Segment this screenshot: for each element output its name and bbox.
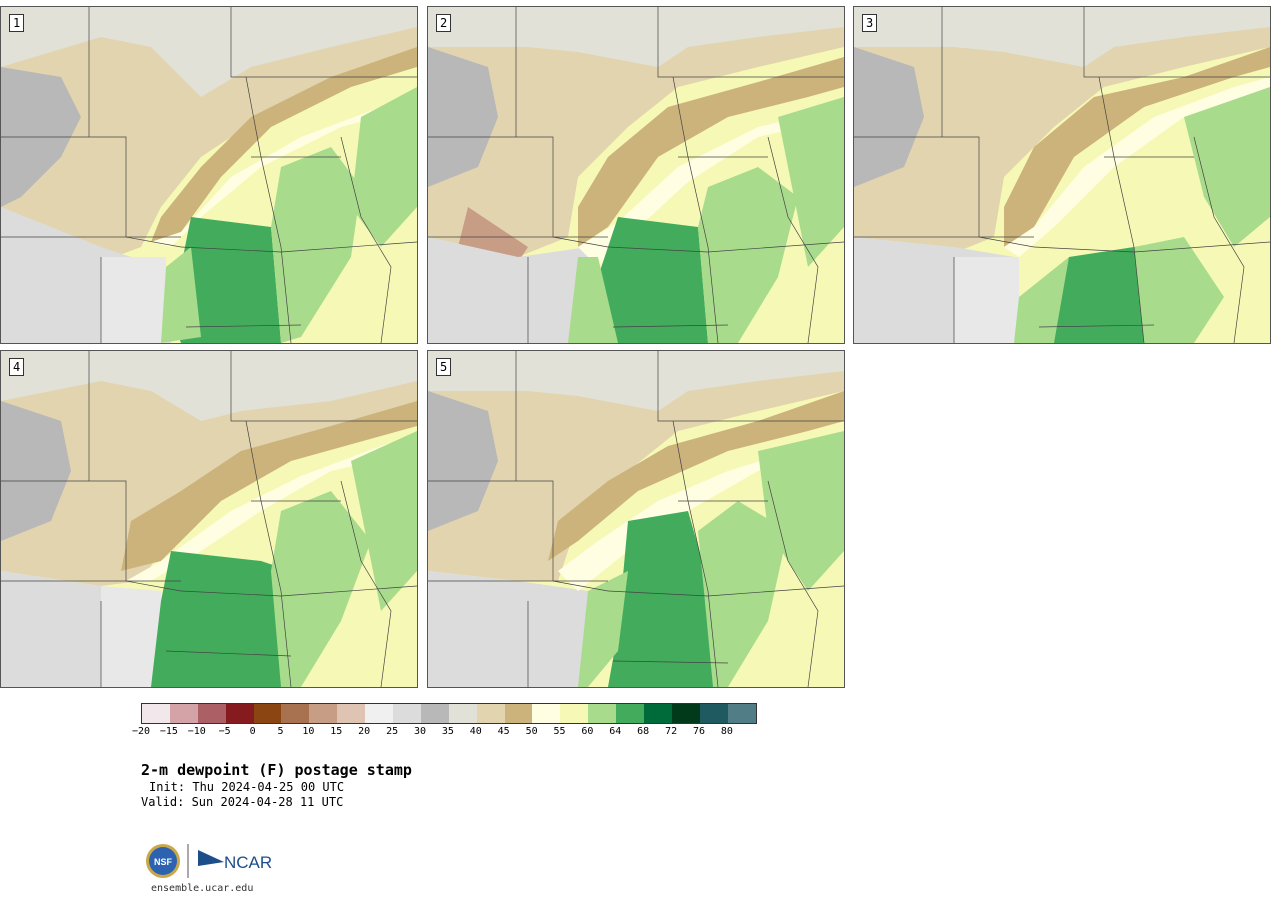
colorbar-tick-label: 10 [302,726,315,737]
colorbar [141,703,757,724]
colorbar-segment [225,704,254,723]
dewpoint-map-5 [428,351,844,687]
colorbar-tick-label: 35 [441,726,454,737]
colorbar-segment [142,704,170,723]
colorbar-segment [532,704,561,723]
dewpoint-map-3 [854,7,1270,343]
colorbar-segment [281,704,310,723]
colorbar-tick-label: 40 [469,726,482,737]
colorbar-segment [365,704,394,723]
colorbar-segment [560,704,589,723]
dewpoint-map-2 [428,7,844,343]
colorbar-segment [197,704,226,723]
nsf-logo: NSF [146,844,180,878]
panel-label: 4 [9,358,25,376]
colorbar-tick-label: 64 [609,726,622,737]
nsf-logo-text: NSF [154,857,173,867]
panel-label: 1 [9,14,25,32]
colorbar-tick-label: 55 [553,726,566,737]
colorbar-segment [504,704,533,723]
stamp-panel-5: 5 [427,350,845,688]
stamp-panel-4: 4 [0,350,418,688]
colorbar-tick-label: 50 [525,726,538,737]
colorbar-tick-label: 30 [413,726,427,737]
colorbar-tick-label: 68 [637,726,650,737]
colorbar-segment [253,704,282,723]
colorbar-tick-label: 0 [249,726,256,737]
site-url: ensemble.ucar.edu [151,883,254,894]
valid-time: Valid: Sun 2024-04-28 11 UTC [141,795,344,809]
ncar-logo-text: NCAR [224,853,272,872]
colorbar-segment [337,704,366,723]
colorbar-segment [476,704,505,723]
colorbar-segment [420,704,449,723]
colorbar-tick-label: 60 [581,726,594,737]
colorbar-tick-label: 5 [277,726,284,737]
colorbar-tick-label: −10 [187,726,206,737]
colorbar-tick-label: 20 [358,726,371,737]
colorbar-tick-label: 80 [720,726,733,737]
colorbar-segment [309,704,338,723]
ncar-logo: NCAR [198,850,272,872]
panel-label: 2 [436,14,452,32]
colorbar-segment [616,704,645,723]
colorbar-tick-label: 25 [386,726,399,737]
colorbar-ticks: −20 −15 −10 −5 0 5 10 15 20 25 30 35 40 45 50 55 60 64 68 7… [132,726,761,740]
colorbar-segment [644,704,672,723]
colorbar-tick-label: −15 [159,726,178,737]
colorbar-tick-label: 72 [665,726,678,737]
colorbar-tick-label: −5 [218,726,231,737]
colorbar-tick-label: 76 [692,726,706,737]
colorbar-segment [393,704,421,723]
colorbar-segment [671,704,700,723]
colorbar-tick-label: 45 [497,726,510,737]
stamp-panel-3: 3 [853,6,1271,344]
colorbar-tick-label: 15 [330,726,343,737]
colorbar-segment [699,704,728,723]
colorbar-segment [727,704,756,723]
colorbar-tick-label: −20 [131,726,151,737]
figure-title: 2-m dewpoint (F) postage stamp [141,761,412,779]
dewpoint-map-1 [1,7,417,343]
colorbar-segment [448,704,477,723]
stamp-panel-2: 2 [427,6,845,344]
stamp-panel-1: 1 [0,6,418,344]
colorbar-segment [588,704,617,723]
dewpoint-map-4 [1,351,417,687]
colorbar-segment [169,704,198,723]
init-time: Init: Thu 2024-04-25 00 UTC [149,780,345,794]
logos: NSF NCAR [144,842,284,882]
panel-label: 3 [862,14,878,32]
panel-label: 5 [436,358,452,376]
